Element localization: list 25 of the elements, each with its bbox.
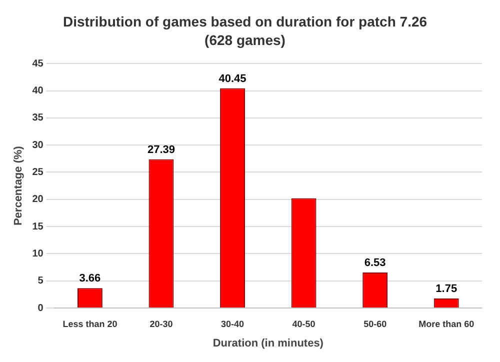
x-axis-title: Duration (in minutes) [212, 337, 324, 350]
y-tick-label: 5 [38, 276, 44, 287]
y-tick-label: 20 [32, 194, 44, 206]
chart-title: Distribution of games based on duration for patch 7.26 [62, 13, 428, 30]
x-tick-label: 20-30 [150, 318, 173, 329]
y-tick-label: 45 [32, 58, 44, 70]
data-label: 40.45 [218, 72, 246, 85]
y-tick-label: 15 [32, 221, 44, 232]
x-tick-label: 50-60 [364, 318, 387, 329]
data-label: 1.75 [436, 283, 458, 296]
x-tick-label: More than 60 [418, 318, 474, 329]
x-tick-label: 40-50 [292, 318, 316, 329]
y-tick-label: 30 [32, 140, 44, 151]
y-axis-title: Percentage (%) [12, 146, 25, 226]
data-label: 3.66 [79, 272, 101, 285]
x-tick-label: Less than 20 [62, 318, 118, 329]
data-label: 27.39 [147, 144, 176, 156]
x-tick-label: 30-40 [221, 318, 244, 329]
y-tick-label: 0 [38, 302, 44, 314]
y-tick-label: 40 [32, 86, 44, 97]
data-label: 6.53 [364, 257, 386, 270]
y-tick-label: 25 [32, 166, 44, 178]
y-tick-label: 35 [32, 112, 44, 124]
chart-subtitle: (628 games) [204, 32, 286, 48]
y-tick-label: 10 [32, 248, 44, 260]
